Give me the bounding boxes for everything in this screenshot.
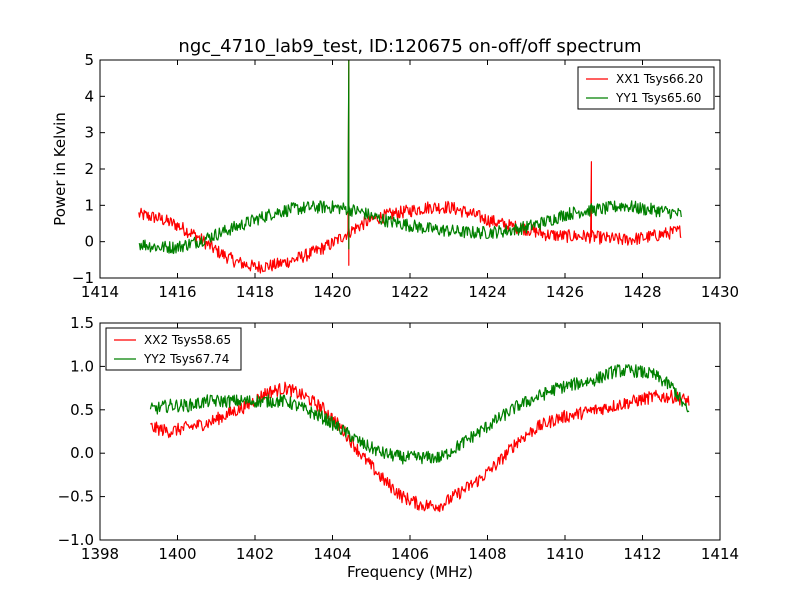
x-tick-label: 1404 xyxy=(313,545,351,563)
x-tick-label: 1428 xyxy=(623,283,661,301)
series-line-1 xyxy=(149,381,690,513)
x-axis-label: Frequency (MHz) xyxy=(347,563,473,581)
subplot-1: 1414 1416 1418 1420 1422 1424 1426 1428 1430 −1 0 1… xyxy=(51,51,739,301)
y-tick-label: 0 xyxy=(84,233,94,251)
x-tick-label: 1408 xyxy=(468,545,506,563)
x-tick-label: 1414 xyxy=(81,283,119,301)
y-tick-label: −1.0 xyxy=(58,531,94,549)
x-tick-label: 1416 xyxy=(158,283,196,301)
series-line-2 xyxy=(138,60,682,255)
y-axis-label: Power in Kelvin xyxy=(51,112,69,226)
legend: XX1 Tsys66.20 YY1 Tsys65.60 xyxy=(577,66,715,110)
subplot-2: 1398 1400 1402 1404 1406 1408 1410 1412 1414 −1.0… xyxy=(58,314,740,581)
y-tick-label: 0.5 xyxy=(70,401,94,419)
x-tick-label: 1420 xyxy=(313,283,351,301)
series-group xyxy=(138,60,682,274)
x-tick-label: 1402 xyxy=(236,545,274,563)
x-tick-label: 1410 xyxy=(546,545,584,563)
y-tick-label: 5 xyxy=(84,51,94,69)
y-tick-label: 1.5 xyxy=(70,314,94,332)
x-tick-label: 1430 xyxy=(701,283,739,301)
x-tick-label: 1414 xyxy=(701,545,739,563)
legend-box xyxy=(105,327,242,371)
y-tick-label: 4 xyxy=(84,87,94,105)
series-line-1 xyxy=(138,60,682,274)
legend-label: YY2 Tsys67.74 xyxy=(143,352,229,366)
x-tick-label: 1412 xyxy=(623,545,661,563)
x-tick-label: 1426 xyxy=(546,283,584,301)
x-tick-label: 1398 xyxy=(81,545,119,563)
plots: 1414 1416 1418 1420 1422 1424 1426 1428 1430 −1 0 1… xyxy=(51,51,739,581)
legend: XX2 Tsys58.65 YY2 Tsys67.74 xyxy=(105,327,242,371)
y-tick-label: −1 xyxy=(72,269,94,287)
x-tick-label: 1418 xyxy=(236,283,274,301)
y-tick-label: −0.5 xyxy=(58,488,94,506)
series-group xyxy=(149,364,690,513)
x-tick-label: 1424 xyxy=(468,283,506,301)
y-tick-label: 1 xyxy=(84,196,94,214)
y-tick-label: 0.0 xyxy=(70,444,94,462)
legend-label: YY1 Tsys65.60 xyxy=(615,91,701,105)
y-tick-label: 2 xyxy=(84,160,94,178)
x-tick-label: 1406 xyxy=(391,545,429,563)
legend-label: XX1 Tsys66.20 xyxy=(616,72,703,86)
y-tick-label: 1.0 xyxy=(70,357,94,375)
y-tick-label: 3 xyxy=(84,124,94,142)
series-line-2 xyxy=(149,364,690,465)
legend-label: XX2 Tsys58.65 xyxy=(144,333,231,347)
chart-title: ngc_4710_lab9_test, ID:120675 on-off/off… xyxy=(178,36,641,57)
x-tick-label: 1422 xyxy=(391,283,429,301)
x-tick-label: 1400 xyxy=(158,545,196,563)
legend-box xyxy=(577,66,715,110)
